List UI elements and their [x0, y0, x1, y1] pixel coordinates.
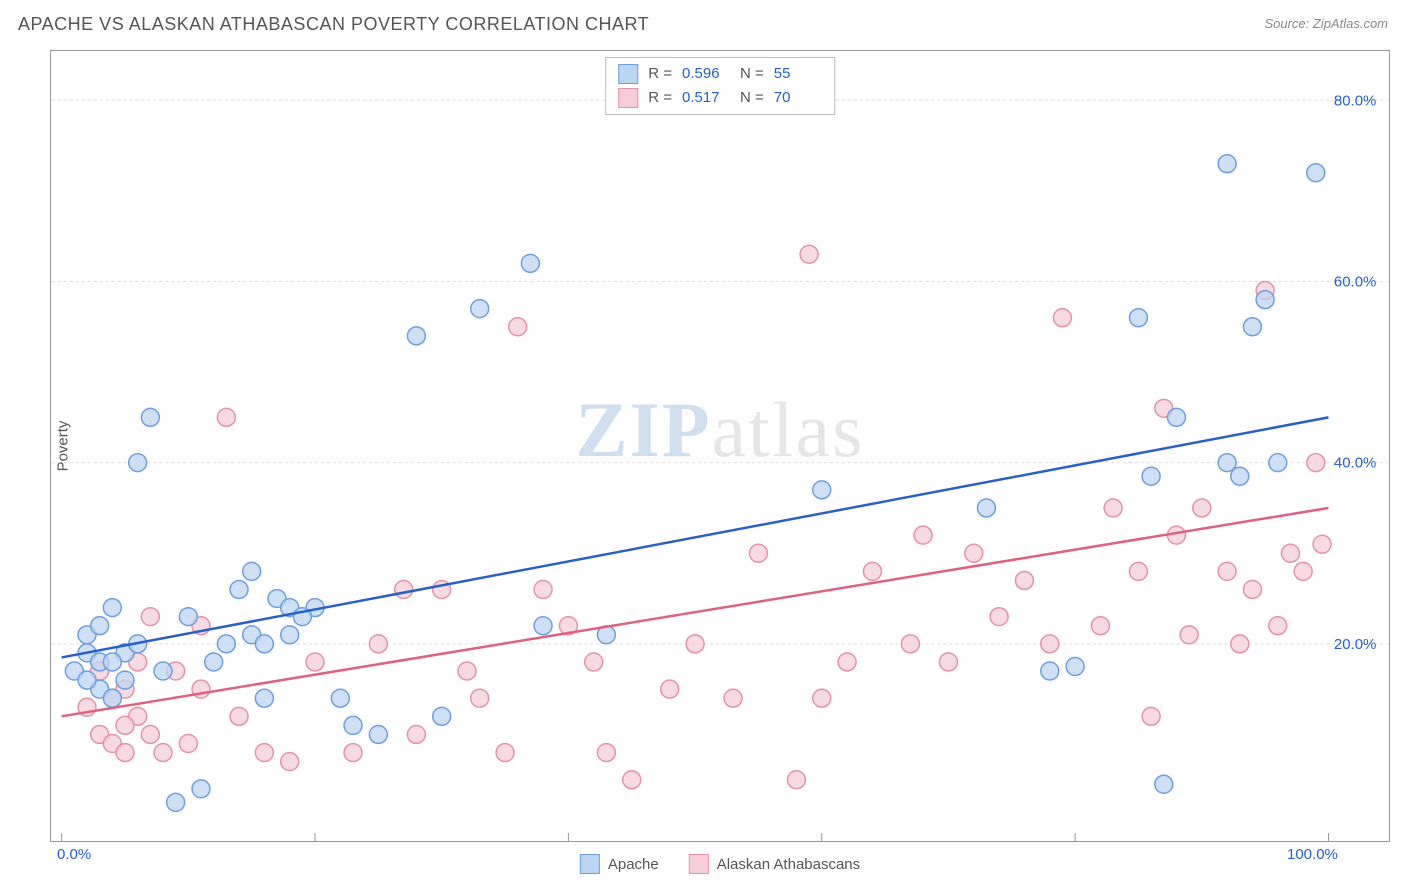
- svg-text:20.0%: 20.0%: [1334, 636, 1376, 653]
- stats-row-apache: R = 0.596 N = 55: [618, 62, 822, 86]
- stats-legend-box: R = 0.596 N = 55 R = 0.517 N = 70: [605, 57, 835, 115]
- legend-label-athabascan: Alaskan Athabascans: [717, 856, 860, 873]
- legend-item-athabascan: Alaskan Athabascans: [689, 854, 860, 874]
- r-value-apache: 0.596: [682, 62, 730, 86]
- scatter-plot: 20.0% 40.0% 60.0% 80.0%: [51, 51, 1389, 841]
- legend-item-apache: Apache: [580, 854, 659, 874]
- source-label: Source: ZipAtlas.com: [1264, 16, 1388, 31]
- svg-text:60.0%: 60.0%: [1334, 273, 1376, 290]
- svg-text:40.0%: 40.0%: [1334, 455, 1376, 472]
- legend-label-apache: Apache: [608, 856, 659, 873]
- x-tick-label: 0.0%: [57, 846, 91, 863]
- n-value-apache: 55: [774, 62, 822, 86]
- n-value-athabascan: 70: [774, 86, 822, 110]
- swatch-apache-icon: [618, 64, 638, 84]
- svg-text:80.0%: 80.0%: [1334, 92, 1376, 109]
- stats-row-athabascan: R = 0.517 N = 70: [618, 86, 822, 110]
- swatch-athabascan-icon: [618, 88, 638, 108]
- x-tick-label: 100.0%: [1287, 846, 1338, 863]
- chart-title: APACHE VS ALASKAN ATHABASCAN POVERTY COR…: [18, 14, 649, 34]
- r-value-athabascan: 0.517: [682, 86, 730, 110]
- legend-bottom: Apache Alaskan Athabascans: [580, 854, 860, 874]
- legend-swatch-athabascan-icon: [689, 854, 709, 874]
- legend-swatch-apache-icon: [580, 854, 600, 874]
- plot-area: Poverty 20.0%40.0%60.0%80.0% ZIPatlas R …: [50, 50, 1390, 842]
